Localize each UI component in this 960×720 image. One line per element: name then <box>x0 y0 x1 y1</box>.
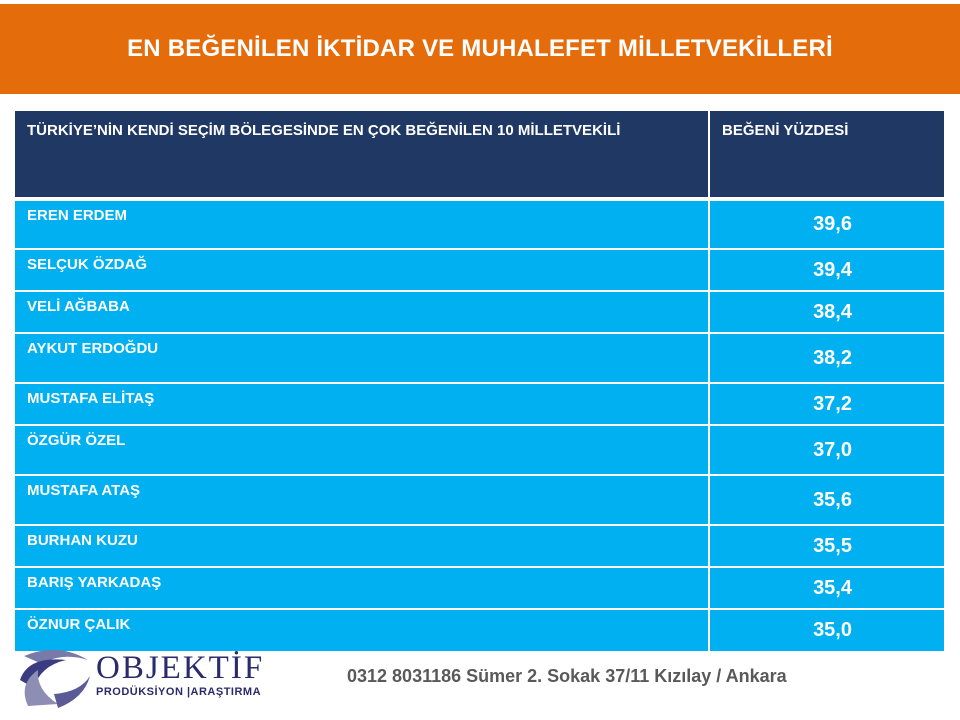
company-logo: OBJEKTİF PRODÜKSİYON |ARAŞTIRMA <box>18 646 288 710</box>
logo-brand: OBJEKTİF <box>96 650 265 686</box>
title-bar: EN BEĞENİLEN İKTİDAR VE MUHALEFET MİLLET… <box>0 4 960 94</box>
like-percent: 35,4 <box>709 566 944 609</box>
mp-name: ÖZGÜR ÖZEL <box>15 424 710 475</box>
table-row: ÖZNUR ÇALIK 35,0 <box>15 608 944 651</box>
mp-name: BURHAN KUZU <box>15 524 710 567</box>
table-row: VELİ AĞBABA 38,4 <box>15 290 944 333</box>
like-percent: 38,4 <box>709 290 944 333</box>
ranking-table: TÜRKİYE’NİN KENDİ SEÇİM BÖLEGESİNDE EN Ç… <box>15 111 944 651</box>
like-percent: 39,4 <box>709 248 944 291</box>
like-percent: 35,5 <box>709 524 944 567</box>
table-header-row: TÜRKİYE’NİN KENDİ SEÇİM BÖLEGESİNDE EN Ç… <box>15 111 944 199</box>
contact-info: 0312 8031186 Sümer 2. Sokak 37/11 Kızıla… <box>347 666 787 686</box>
like-percent: 37,2 <box>709 382 944 425</box>
like-percent: 39,6 <box>709 197 944 249</box>
mp-name: ÖZNUR ÇALIK <box>15 608 710 651</box>
mp-name: EREN ERDEM <box>15 197 710 249</box>
mp-name: AYKUT ERDOĞDU <box>15 332 710 383</box>
page-title: EN BEĞENİLEN İKTİDAR VE MUHALEFET MİLLET… <box>127 35 833 62</box>
table-row: EREN ERDEM 39,6 <box>15 197 944 249</box>
table-row: SELÇUK ÖZDAĞ 39,4 <box>15 248 944 291</box>
like-percent: 35,0 <box>709 608 944 651</box>
column-header-percent: BEĞENİ YÜZDESİ <box>709 111 944 199</box>
logo-mark-icon <box>20 649 90 708</box>
table-row: AYKUT ERDOĞDU 38,2 <box>15 332 944 383</box>
table-row: ÖZGÜR ÖZEL 37,0 <box>15 424 944 475</box>
table-row: BARIŞ YARKADAŞ 35,4 <box>15 566 944 609</box>
table-row: MUSTAFA ATAŞ 35,6 <box>15 474 944 525</box>
mp-name: MUSTAFA ELİTAŞ <box>15 382 710 425</box>
mp-name: SELÇUK ÖZDAĞ <box>15 248 710 291</box>
table-row: BURHAN KUZU 35,5 <box>15 524 944 567</box>
like-percent: 38,2 <box>709 332 944 383</box>
mp-name: MUSTAFA ATAŞ <box>15 474 710 525</box>
mp-name: VELİ AĞBABA <box>15 290 710 333</box>
mp-name: BARIŞ YARKADAŞ <box>15 566 710 609</box>
like-percent: 37,0 <box>709 424 944 475</box>
logo-subtitle: PRODÜKSİYON |ARAŞTIRMA <box>96 686 262 698</box>
column-header-name: TÜRKİYE’NİN KENDİ SEÇİM BÖLEGESİNDE EN Ç… <box>15 111 710 199</box>
like-percent: 35,6 <box>709 474 944 525</box>
table-row: MUSTAFA ELİTAŞ 37,2 <box>15 382 944 425</box>
